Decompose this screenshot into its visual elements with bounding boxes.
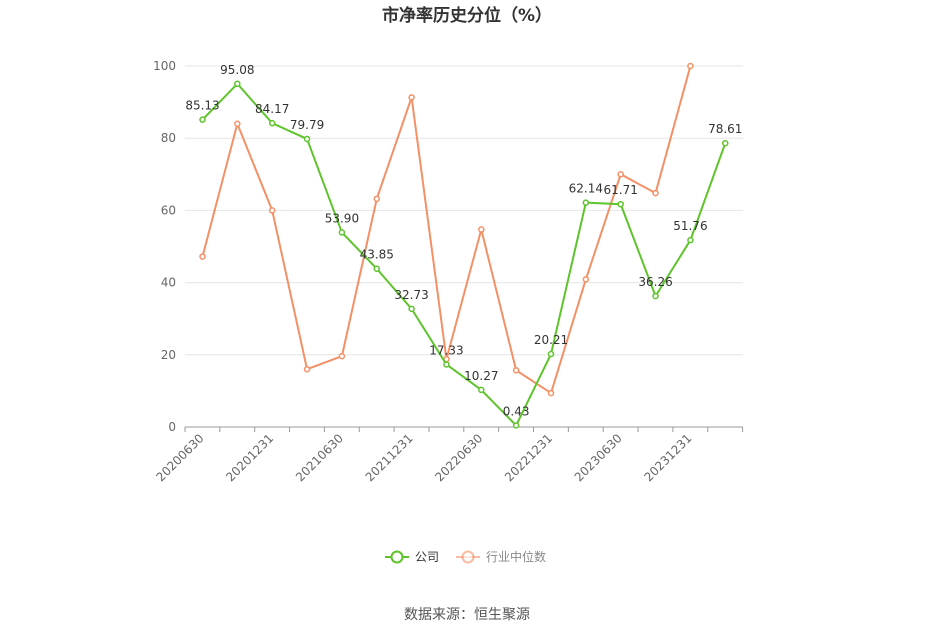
data-point <box>373 265 380 272</box>
data-point <box>722 139 729 147</box>
data-label: 61.71 <box>604 183 638 197</box>
data-point <box>582 199 590 206</box>
x-tick-label: 20210630 <box>293 431 346 484</box>
x-axis: 20200630 20201231 20210630 20211231 20220630… <box>154 426 744 484</box>
data-label: 43.85 <box>360 248 394 262</box>
x-tick-label: 20220630 <box>432 431 485 484</box>
data-point <box>617 200 624 208</box>
data-point <box>547 389 555 397</box>
data-label: 78.61 <box>708 122 742 136</box>
data-point <box>652 189 659 197</box>
y-tick-label: 60 <box>161 203 176 217</box>
data-point <box>338 352 346 360</box>
legend-marker <box>461 550 475 564</box>
data-point <box>478 226 485 233</box>
data-point <box>268 119 276 127</box>
data-point <box>303 365 311 373</box>
data-label: 95.08 <box>220 63 254 77</box>
data-point <box>512 367 520 374</box>
y-tick-label: 100 <box>153 59 176 73</box>
legend-item[interactable]: 公司 <box>385 550 439 564</box>
data-label: 62.14 <box>569 182 603 196</box>
legend-label: 公司 <box>415 550 439 564</box>
x-tick-label: 20200630 <box>154 431 207 484</box>
x-tick-label: 20201231 <box>223 431 276 484</box>
data-point <box>338 229 346 236</box>
series-line <box>201 82 727 427</box>
legend-marker <box>390 550 404 564</box>
data-label: 10.27 <box>464 369 498 383</box>
data-point <box>512 422 520 429</box>
data-point <box>617 171 624 178</box>
data-point <box>303 135 311 143</box>
data-point <box>408 94 415 101</box>
data-point <box>652 292 659 300</box>
y-tick-label: 0 <box>168 420 176 434</box>
x-tick-label: 20230630 <box>572 431 625 484</box>
data-label: 79.79 <box>290 118 324 132</box>
y-tick-label: 80 <box>161 131 176 145</box>
data-label: 20.21 <box>534 333 568 347</box>
x-tick-label: 20231231 <box>641 431 694 484</box>
data-point <box>373 195 380 203</box>
legend-item[interactable]: 行业中位数 <box>456 549 546 564</box>
chart-title: 市净率历史分位（%） <box>382 5 552 26</box>
data-point <box>408 305 415 313</box>
data-point <box>687 62 694 70</box>
data-source: 数据来源：恒生聚源 <box>404 607 530 623</box>
x-tick-label: 20221231 <box>502 431 555 484</box>
data-point <box>234 80 241 88</box>
data-point <box>234 120 241 128</box>
data-label: 17.33 <box>429 343 463 357</box>
data-point <box>443 361 450 368</box>
data-label: 0.43 <box>503 404 530 418</box>
data-point <box>582 276 590 283</box>
data-point <box>547 350 555 358</box>
data-label: 85.13 <box>185 99 219 113</box>
data-point <box>199 253 206 260</box>
data-label: 51.76 <box>673 219 707 233</box>
data-label: 36.26 <box>638 275 672 289</box>
y-axis: 0 20 40 60 80 100 <box>153 59 176 434</box>
data-point <box>687 236 694 244</box>
data-point <box>478 386 485 394</box>
data-point <box>199 116 206 123</box>
data-label: 53.90 <box>325 211 359 225</box>
x-tick-label: 20211231 <box>363 431 416 484</box>
legend-label: 行业中位数 <box>486 549 546 564</box>
data-label: 32.73 <box>394 288 428 302</box>
data-point <box>268 207 276 214</box>
legend[interactable]: 公司 行业中位数 <box>385 549 546 564</box>
y-tick-label: 40 <box>161 276 176 290</box>
y-tick-label: 20 <box>161 348 176 362</box>
data-label: 84.17 <box>255 102 289 116</box>
